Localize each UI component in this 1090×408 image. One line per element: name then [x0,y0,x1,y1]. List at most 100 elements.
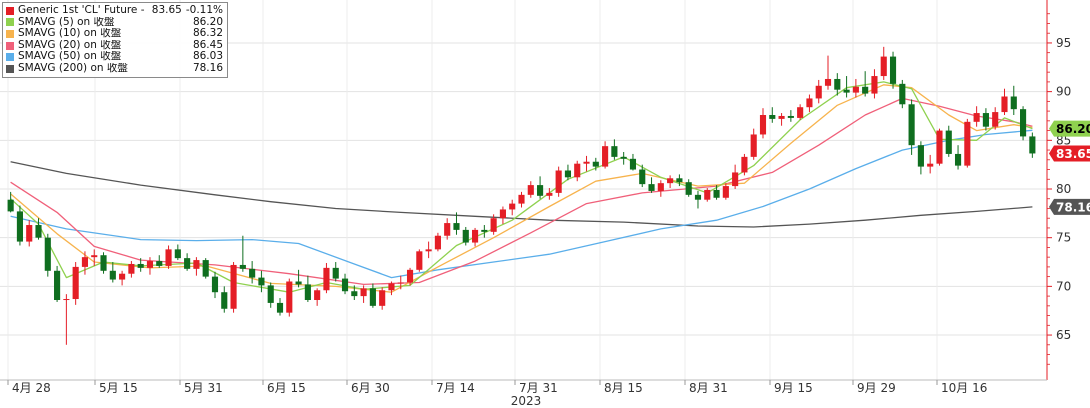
candle-body [546,192,553,196]
candle-body [193,260,200,269]
candle-body [63,299,70,301]
candle-body [332,267,339,279]
candle-body [360,288,367,297]
candle-body [620,156,627,159]
x-tick-label: 4月 28 [12,381,51,395]
candle-body [26,225,33,242]
y-tick-label: 95 [1056,36,1071,50]
candle-body [1001,96,1008,113]
candle-body [722,186,729,198]
candle-body [555,170,562,193]
candle-body [304,284,311,300]
candle-body [165,249,172,266]
x-tick-label: 9月 29 [857,381,896,395]
legend-label-sma10: SMAVG (10) on 收盤 [18,28,122,40]
candles [7,46,1036,345]
candle-body [527,185,534,195]
candle-body [7,199,14,212]
candle-body [128,263,135,274]
price-tag-bg [1049,120,1090,137]
legend-item-price: Generic 1st 'CL' Future - 最新價 83.65 -0.1… [6,4,223,17]
legend-swatch-sma5 [6,18,14,27]
candle-body [100,255,107,271]
sma-20-line [10,97,1033,286]
moving-average-lines [10,81,1033,293]
legend-label-sma200: SMAVG (200) on 收盤 [18,62,128,74]
candle-body [369,288,376,306]
x-tick-label: 8月 15 [604,381,643,395]
y-tick-label: 75 [1056,231,1071,245]
candle-body [889,56,897,84]
candle-body [982,113,989,127]
candle-body [732,172,739,187]
x-tick-label: 7月 31 [519,381,558,395]
legend-swatch-sma200 [6,64,14,73]
candle-body [973,113,980,122]
candle-body [119,273,126,280]
sma-5-line [10,81,1033,293]
legend-swatch-sma10 [6,29,14,38]
legend-item-sma200: SMAVG (200) on 收盤 78.16 [6,61,223,75]
legend-item-sma5: SMAVG (5) on 收盤 86.20 [6,16,223,29]
x-tick-label: 8月 31 [689,381,728,395]
x-axis: 4月 28 5月 15 5月 31 6月 15 6月 30 7月 14 7月 31 8月 15… [0,379,1047,408]
candle-body [927,163,934,167]
y-axis: 65 70 75 80 85 90 95 [1046,0,1071,380]
candle-body [778,115,785,119]
candle-body [611,146,618,157]
candle-body [1010,96,1017,110]
candle-body [174,249,181,259]
candle-body [397,282,404,284]
legend-swatch-price [6,6,14,15]
candle-body [704,189,711,200]
candle-body [787,115,794,118]
candle-body [249,268,256,278]
candle-body [602,146,609,167]
legend-value-sma200: 78.16 [192,61,223,74]
candle-body [834,78,841,90]
candle-body [54,270,61,300]
grid-lines [0,0,1047,380]
legend-value-price: 83.65 [151,4,182,16]
candle-body [341,278,349,292]
candle-body [499,209,506,219]
price-tag-label: 78.16 [1056,200,1090,214]
candle-body [815,85,822,99]
legend-item-sma50: SMAVG (50) on 收盤 86.03 [6,51,223,63]
candle-body [871,76,878,94]
candle-body [954,153,962,166]
x-tick-label: 10月 16 [941,381,987,395]
candle-body [852,86,859,93]
legend-box: Generic 1st 'CL' Future - 最新價 83.65 -0.1… [2,2,228,78]
candle-body [1029,136,1036,154]
candle-body [750,134,757,157]
x-tick-label: 6月 30 [351,381,390,395]
candle-body [843,89,850,93]
legend-swatch-sma50 [6,53,14,62]
candle-body [964,121,971,166]
candle-body [471,229,479,243]
candle-body [230,264,237,309]
sma-200-line [10,161,1033,228]
y-tick-label: 85 [1056,133,1071,147]
x-tick-label: 5月 31 [184,381,223,395]
candle-body [694,194,702,200]
candle-body [759,115,767,135]
y-tick-label: 65 [1056,328,1071,342]
legend-label-sma5: SMAVG (5) on 收盤 [18,16,115,28]
candle-body [583,161,590,164]
y-tick-label: 70 [1056,279,1071,293]
candle-body [592,161,599,167]
candle-body [648,184,655,191]
legend-label-sma50: SMAVG (50) on 收盤 [18,51,122,63]
candle-body [91,255,98,258]
price-tag-bg [1049,198,1090,215]
candle-body [713,189,720,198]
candle-body [44,237,51,271]
candle-body [797,107,804,118]
y-tick-label: 90 [1056,85,1071,99]
candle-body [81,257,89,267]
candle-body [908,104,915,146]
